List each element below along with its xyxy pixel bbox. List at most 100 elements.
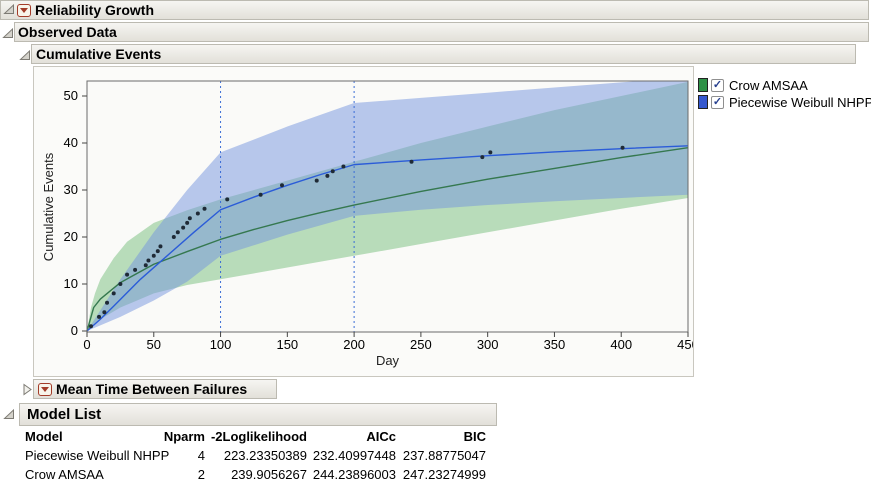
observed-point xyxy=(488,150,493,155)
table-header-row: Model Nparm -2Loglikelihood AICc BIC xyxy=(25,429,486,448)
table-row[interactable]: Piecewise Weibull NHPP 4 223.23350389 232.4… xyxy=(25,448,486,467)
observed-point xyxy=(325,173,330,178)
x-tick-label[interactable]: 450 xyxy=(677,337,699,352)
red-triangle-menu-icon[interactable] xyxy=(17,3,31,17)
section-title-cumulative-events: Cumulative Events xyxy=(36,46,162,62)
legend-label: Crow AMSAA xyxy=(729,77,808,93)
section-header-observed-data: Observed Data xyxy=(14,22,869,42)
observed-point xyxy=(480,155,485,160)
observed-point xyxy=(102,310,107,315)
y-tick-label[interactable]: 50 xyxy=(64,88,78,103)
y-tick-label[interactable]: 10 xyxy=(64,276,78,291)
y-tick-label[interactable]: 40 xyxy=(64,135,78,150)
observed-point xyxy=(105,300,110,305)
observed-point xyxy=(202,206,207,211)
observed-point xyxy=(133,267,138,272)
legend-swatch-crow-amsaa xyxy=(698,78,708,92)
table-cell: 237.88775047 xyxy=(402,448,486,463)
observed-point xyxy=(151,253,156,258)
legend-item-crow-amsaa: ✓ Crow AMSAA xyxy=(698,77,871,93)
fit-line-piecewise-weibull xyxy=(87,145,688,332)
table-cell: 239.9056267 xyxy=(231,467,307,482)
plot-frame xyxy=(86,80,689,333)
table-row[interactable]: Crow AMSAA 2 239.9056267 244.23896003 247.23… xyxy=(25,467,486,482)
x-tick-label[interactable]: 350 xyxy=(544,337,566,352)
observed-point xyxy=(185,220,190,225)
x-tick-label[interactable]: 200 xyxy=(343,337,365,352)
legend-checkbox-piecewise-weibull-nhpp[interactable]: ✓ xyxy=(711,95,724,109)
observed-point xyxy=(175,230,180,235)
disclosure-open-icon[interactable] xyxy=(19,49,31,61)
legend-item-piecewise-weibull-nhpp: ✓ Piecewise Weibull NHPP xyxy=(698,94,871,110)
column-header-4: AICc xyxy=(366,429,396,444)
observed-point xyxy=(97,314,102,319)
x-axis-label[interactable]: Day xyxy=(376,353,400,368)
x-tick-label[interactable]: 0 xyxy=(83,337,90,352)
observed-point xyxy=(111,291,116,296)
observed-point xyxy=(620,145,625,150)
y-tick-label[interactable]: 0 xyxy=(71,323,78,338)
observed-point xyxy=(409,159,414,164)
column-header-1: Model xyxy=(25,429,63,444)
observed-point xyxy=(125,272,130,277)
disclosure-collapsed-icon[interactable] xyxy=(21,383,33,396)
x-tick-label[interactable]: 100 xyxy=(210,337,232,352)
section-title-reliability-growth: Reliability Growth xyxy=(35,2,155,18)
x-tick-label[interactable]: 300 xyxy=(477,337,499,352)
disclosure-open-icon[interactable] xyxy=(2,27,14,39)
observed-point xyxy=(330,169,335,174)
observed-point xyxy=(279,183,284,188)
section-header-model-list: Model List xyxy=(19,403,497,426)
table-cell: 247.23274999 xyxy=(402,467,486,482)
table-cell: 232.40997448 xyxy=(312,448,396,463)
section-title-model-list: Model List xyxy=(27,406,102,423)
observed-point xyxy=(181,225,186,230)
model-list-table: Model Nparm -2Loglikelihood AICc BIC Piecewis… xyxy=(25,429,486,482)
table-cell: 244.23896003 xyxy=(312,467,396,482)
section-header-reliability-growth: Reliability Growth xyxy=(0,0,869,20)
legend-label: Piecewise Weibull NHPP xyxy=(729,94,871,110)
table-cell: Piecewise Weibull NHPP xyxy=(25,448,170,463)
x-tick-label[interactable]: 50 xyxy=(147,337,161,352)
x-tick-label[interactable]: 250 xyxy=(410,337,432,352)
x-tick-label[interactable]: 150 xyxy=(276,337,298,352)
table-cell: Crow AMSAA xyxy=(25,467,104,482)
fit-line-crow-amsaa xyxy=(87,147,688,332)
observed-point xyxy=(187,216,192,221)
y-tick-label[interactable]: 20 xyxy=(64,229,78,244)
column-header-2: Nparm xyxy=(163,429,205,444)
section-header-cumulative-events: Cumulative Events xyxy=(31,44,856,64)
observed-point xyxy=(158,244,163,249)
x-tick-label[interactable]: 400 xyxy=(610,337,632,352)
confidence-band-piecewise-weibull xyxy=(87,81,688,331)
red-triangle-menu-icon[interactable] xyxy=(38,382,52,396)
observed-point xyxy=(118,282,123,286)
table-cell: 223.23350389 xyxy=(223,448,307,463)
section-header-mtbf: Mean Time Between Failures xyxy=(33,379,277,399)
observed-point xyxy=(314,178,319,183)
cumulative-events-chart-container: 0 50 100 150 200 250 300 350 400 450 0 10 20 30 40 50 Da… xyxy=(33,66,699,377)
observed-point xyxy=(89,324,94,329)
observed-point xyxy=(146,258,151,263)
section-title-observed-data: Observed Data xyxy=(18,24,117,40)
chart-legend: ✓ Crow AMSAA ✓ Piecewise Weibull NHPP xyxy=(698,77,871,110)
legend-swatch-piecewise-weibull-nhpp xyxy=(698,95,708,109)
y-axis-label[interactable]: Cumulative Events xyxy=(41,152,56,261)
observed-point xyxy=(155,249,160,254)
observed-point xyxy=(195,211,200,216)
table-cell: 2 xyxy=(197,467,205,482)
column-header-5: BIC xyxy=(463,429,486,444)
observed-point xyxy=(225,197,230,202)
observed-point xyxy=(171,235,176,239)
legend-checkbox-crow-amsaa[interactable]: ✓ xyxy=(711,78,724,92)
disclosure-open-icon[interactable] xyxy=(3,3,17,18)
observed-point xyxy=(143,263,148,268)
cumulative-events-plot: 0 50 100 150 200 250 300 350 400 450 0 10 20 30 40 50 Da… xyxy=(41,80,699,368)
y-tick-label[interactable]: 30 xyxy=(64,182,78,197)
disclosure-open-icon[interactable] xyxy=(3,408,15,420)
observed-point xyxy=(341,164,346,169)
observed-point xyxy=(258,192,263,197)
column-header-3: -2Loglikelihood xyxy=(210,429,307,444)
table-cell: 4 xyxy=(197,448,205,463)
